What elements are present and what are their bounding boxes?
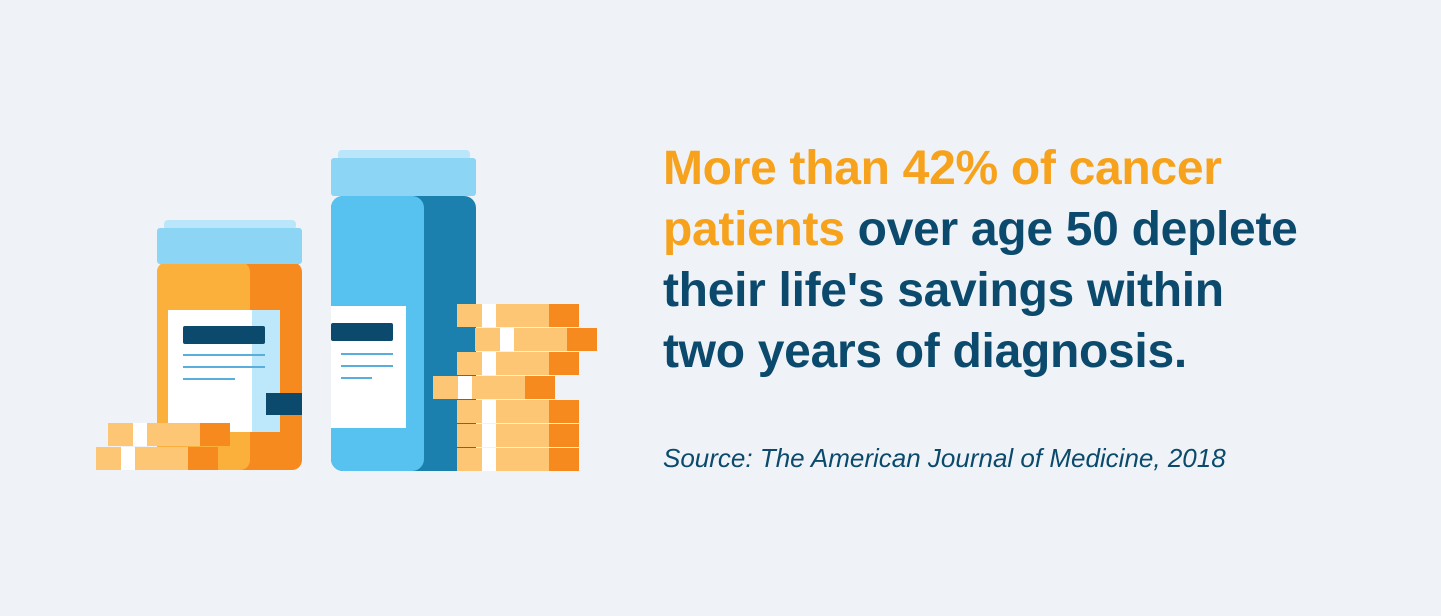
headline-line-2: patients over age 50 deplete: [663, 199, 1423, 260]
pill-bottles-and-coins-illustration: [96, 150, 597, 471]
source-citation: Source: The American Journal of Medicine…: [663, 443, 1226, 473]
headline-text: over age 50 deplete: [844, 203, 1298, 256]
coin-stack-icon: [96, 423, 230, 470]
headline-line-3: their life's savings within: [663, 264, 1224, 317]
headline-line-1: More than 42% of cancer: [663, 138, 1423, 199]
headline-highlight: More than 42% of cancer: [663, 142, 1222, 195]
headline: More than 42% of cancer patients over ag…: [663, 138, 1423, 382]
headline-block: More than 42% of cancer patients over ag…: [663, 138, 1423, 382]
headline-line-4: two years of diagnosis.: [663, 325, 1187, 378]
headline-highlight: patients: [663, 203, 845, 256]
coin-stack-icon: [433, 304, 597, 471]
orange-pill-bottle-icon: [157, 220, 302, 470]
blue-pill-bottle-icon: [331, 150, 476, 471]
